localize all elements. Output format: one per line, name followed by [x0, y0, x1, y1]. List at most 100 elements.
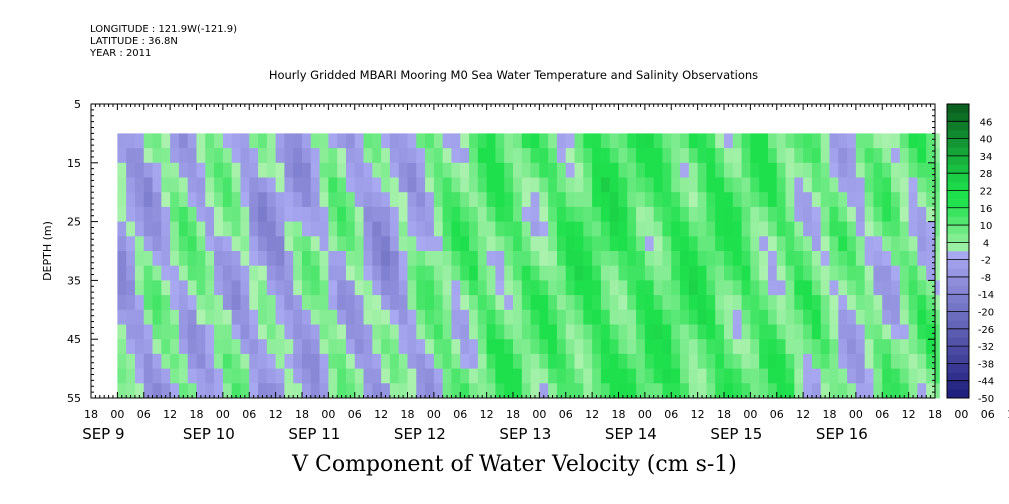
heatmap-cell	[389, 353, 400, 369]
heatmap-cell	[556, 236, 567, 252]
heatmap-cell	[697, 265, 707, 281]
heatmap-cell	[671, 368, 681, 384]
heatmap-cell	[381, 309, 391, 325]
heatmap-cell	[548, 236, 558, 252]
colorbar-label: -20	[978, 308, 994, 319]
heatmap-cell	[275, 148, 285, 164]
heatmap-cell	[583, 265, 593, 281]
heatmap-cell	[574, 206, 584, 222]
y-tick-label: 15	[67, 157, 81, 170]
heatmap-cell	[486, 133, 496, 149]
heatmap-cell	[170, 324, 180, 340]
heatmap-cell	[794, 236, 804, 252]
heatmap-cell	[829, 148, 839, 164]
colorbar-swatch	[947, 311, 969, 321]
heatmap-cell	[935, 324, 940, 340]
heatmap-cell	[556, 251, 567, 267]
heatmap-cell	[803, 265, 813, 281]
heatmap-cell	[134, 148, 145, 164]
heatmap-cell	[363, 353, 373, 369]
heatmap-cell	[592, 295, 602, 311]
heatmap-cell	[161, 339, 171, 355]
x-hour-tick-label: 18	[823, 408, 837, 421]
heatmap-cell	[513, 206, 523, 222]
heatmap-cell	[275, 368, 285, 384]
heatmap-cell	[715, 221, 725, 237]
heatmap-cell	[697, 162, 707, 178]
heatmap-cell	[126, 309, 136, 325]
heatmap-cell	[855, 162, 866, 178]
heatmap-cell	[389, 383, 400, 399]
heatmap-cell	[600, 162, 611, 178]
heatmap-cell	[811, 148, 822, 164]
heatmap-cell	[583, 339, 593, 355]
heatmap-cell	[231, 324, 241, 340]
heatmap-cell	[767, 206, 778, 222]
heatmap-cell	[284, 368, 294, 384]
heatmap-cell	[724, 148, 734, 164]
heatmap-cell	[609, 324, 619, 340]
heatmap-cell	[521, 265, 531, 281]
heatmap-cell	[671, 353, 681, 369]
heatmap-cell	[592, 339, 602, 355]
heatmap-cell	[592, 265, 602, 281]
heatmap-cell	[855, 383, 866, 399]
heatmap-cell	[258, 383, 268, 399]
heatmap-cell	[873, 236, 883, 252]
heatmap-cell	[855, 192, 866, 208]
heatmap-cell	[794, 309, 804, 325]
heatmap-cell	[767, 162, 778, 178]
heatmap-cell	[864, 236, 874, 252]
heatmap-cell	[354, 192, 364, 208]
heatmap-cell	[609, 192, 619, 208]
heatmap-cell	[143, 148, 153, 164]
heatmap-cell	[785, 162, 795, 178]
heatmap-cell	[363, 206, 373, 222]
heatmap-cell	[600, 177, 611, 193]
heatmap-cell	[715, 177, 725, 193]
x-day-label: SEP 16	[816, 425, 868, 443]
heatmap-cell	[583, 309, 593, 325]
heatmap-cell	[477, 221, 488, 237]
heatmap-cell	[407, 383, 417, 399]
heatmap-cell	[671, 295, 681, 311]
heatmap-cell	[618, 133, 628, 149]
heatmap-cell	[134, 280, 145, 296]
heatmap-cell	[293, 383, 303, 399]
heatmap-cell	[178, 265, 189, 281]
heatmap-cell	[134, 177, 145, 193]
heatmap-cell	[486, 148, 496, 164]
heatmap-cell	[240, 177, 250, 193]
heatmap-cell	[618, 295, 628, 311]
heatmap-cell	[319, 383, 329, 399]
heatmap-cell	[688, 221, 699, 237]
heatmap-cell	[372, 383, 382, 399]
heatmap-cell	[855, 295, 866, 311]
heatmap-cell	[891, 148, 901, 164]
heatmap-cell	[433, 324, 444, 340]
heatmap-cell	[258, 280, 268, 296]
heatmap-cell	[539, 309, 549, 325]
heatmap-cell	[521, 177, 531, 193]
heatmap-cell	[688, 280, 699, 296]
heatmap-cell	[416, 324, 426, 340]
heatmap-cell	[627, 133, 637, 149]
heatmap-cell	[222, 236, 233, 252]
heatmap-cell	[442, 192, 452, 208]
heatmap-cell	[240, 148, 250, 164]
heatmap-cell	[504, 353, 514, 369]
heatmap-cell	[882, 206, 892, 222]
heatmap-cell	[143, 368, 153, 384]
heatmap-cell	[178, 383, 189, 399]
heatmap-cell	[222, 133, 233, 149]
heatmap-cell	[249, 383, 259, 399]
heatmap-cell	[354, 353, 364, 369]
heatmap-cell	[653, 339, 663, 355]
heatmap-cell	[829, 251, 839, 267]
heatmap-cell	[451, 133, 461, 149]
heatmap-cell	[565, 295, 575, 311]
heatmap-cell	[565, 148, 575, 164]
heatmap-cell	[477, 162, 488, 178]
heatmap-cell	[627, 309, 637, 325]
heatmap-cell	[214, 177, 224, 193]
